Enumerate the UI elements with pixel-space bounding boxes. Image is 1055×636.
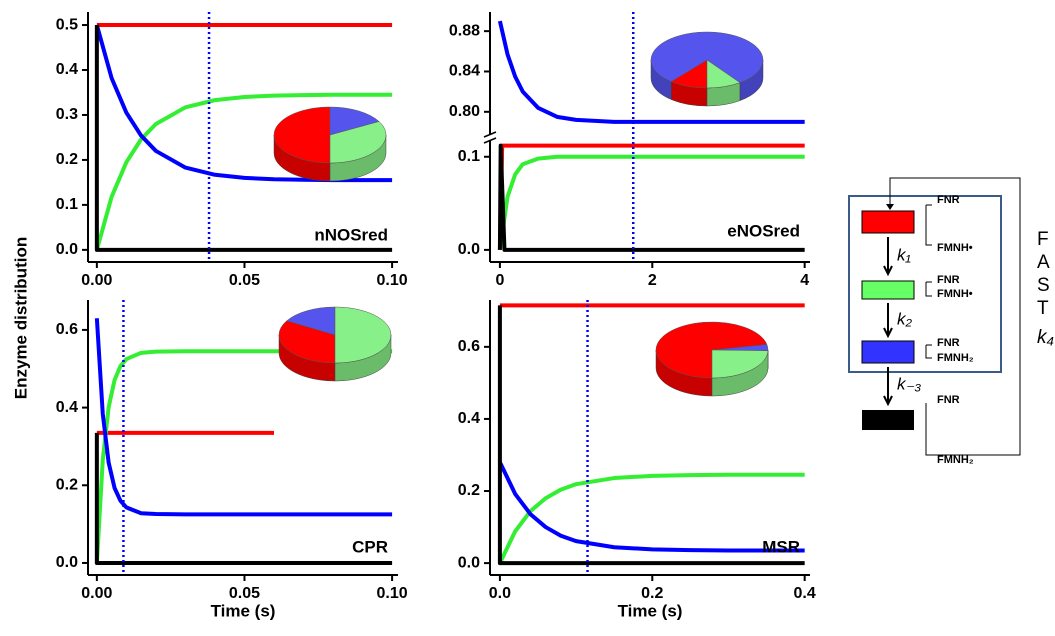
series-line [94, 318, 393, 517]
y-axis-title: Enzyme distribution [11, 237, 30, 399]
y-tick-label: 0.3 [56, 106, 78, 123]
side-text: k₄ [1037, 327, 1054, 348]
pie-slice [711, 349, 769, 379]
panel-label: eNOSred [727, 221, 800, 240]
series-line [498, 472, 805, 564]
x-tick-label: 0.2 [641, 585, 663, 602]
x-tick-label: 0.05 [229, 272, 260, 289]
state-box [861, 210, 915, 234]
pie-slice [286, 306, 336, 336]
series-line [497, 154, 805, 251]
y-tick-label: 0.6 [458, 338, 480, 355]
rate: k₂ [897, 309, 913, 328]
y-tick-label: 0.4 [56, 61, 78, 78]
x-tick-label: 0.0 [489, 585, 511, 602]
x-tick-label: 0.10 [377, 585, 408, 602]
pie-slice [706, 59, 741, 89]
series-line [497, 20, 805, 124]
y-tick-label: 0.0 [458, 554, 480, 571]
y-tick-label: 0.2 [458, 482, 480, 499]
y-tick-label: 0.1 [458, 148, 480, 165]
state-top: FNR [937, 337, 960, 349]
pie-slice [329, 106, 380, 136]
bracket [925, 204, 932, 246]
y-tick-label: 0.0 [56, 241, 78, 258]
state-top: FNR [937, 274, 960, 286]
state-top: FNR [937, 194, 960, 206]
y-tick-label: 0.4 [458, 410, 480, 427]
state-bottom: FMNH• [937, 288, 973, 300]
state-box [861, 280, 915, 300]
side-text: S [1037, 275, 1050, 296]
pie-slice [329, 121, 387, 164]
panel-label: CPR [352, 537, 388, 556]
x-axis-title: Time (s) [211, 601, 276, 620]
pie-slice [273, 106, 331, 164]
x-tick-label: 0 [495, 272, 504, 289]
y-tick-label: 0.0 [458, 241, 480, 258]
arrow [883, 367, 893, 407]
panel-label: MSR [762, 537, 800, 556]
scheme-box [848, 195, 1002, 373]
bracket [925, 281, 932, 297]
x-tick-label: 2 [648, 272, 657, 289]
state-box [862, 410, 914, 430]
pie-slice [650, 31, 764, 83]
state-bottom: FMNH• [937, 242, 973, 254]
feedback-line [889, 177, 1021, 456]
bracket [925, 344, 932, 359]
panel-label: nNOSred [314, 225, 388, 244]
y-tick-label: 0.4 [56, 399, 78, 416]
state-box [861, 340, 915, 364]
y-tick-label: 0.5 [56, 16, 78, 33]
series-line [94, 349, 393, 564]
panel: 0.0 0.1 0.80 0.84 0.88 0 2 4 eNOSred [449, 12, 810, 289]
y-tick-label: 0.1 [56, 196, 78, 213]
series-line [94, 92, 393, 251]
series-line [498, 461, 805, 553]
y-tick-label: 0.2 [56, 151, 78, 168]
panel: 0.0 0.2 0.4 0.6 0.00 0.05 0.10 CPR Time (s) [56, 300, 408, 620]
state-top: FNR [937, 394, 960, 406]
x-tick-label: 0.00 [81, 272, 112, 289]
x-tick-label: 0.10 [377, 272, 408, 289]
series-line [94, 24, 393, 183]
rate: k₋₃ [897, 374, 921, 393]
y-tick-label: 0.88 [449, 22, 480, 39]
pie-slice [655, 321, 768, 379]
pie-slice [278, 320, 336, 364]
x-tick-label: 0.4 [794, 585, 816, 602]
rate: k₁ [897, 245, 911, 264]
side-text: A [1037, 252, 1050, 273]
arrowhead [886, 204, 894, 210]
pie-slice [334, 306, 392, 364]
x-tick-label: 4 [800, 272, 809, 289]
side-text: F [1037, 229, 1049, 250]
axis-break [483, 131, 497, 144]
arrow [883, 237, 893, 277]
scheme: FNR FMNH• FNR FMNH• FNR FMNH₂ FNR FMNH₂ … [848, 177, 1054, 466]
panel: 0.0 0.2 0.4 0.6 0.0 0.2 0.4 MSR Time (s) [458, 300, 816, 620]
y-tick-label: 0.84 [449, 63, 480, 80]
x-axis-title: Time (s) [618, 601, 683, 620]
series-line [497, 143, 805, 252]
x-tick-label: 0.00 [81, 585, 112, 602]
y-tick-label: 0.0 [56, 554, 78, 571]
series-line [94, 432, 393, 565]
panel: 0.0 0.1 0.2 0.3 0.4 0.5 0.00 0.05 0.10 nNOSred [56, 12, 408, 289]
side-text: T [1037, 298, 1049, 319]
arrow [883, 303, 893, 339]
y-tick-label: 0.80 [449, 103, 480, 120]
series-line [497, 305, 805, 566]
series-line [94, 25, 393, 252]
y-tick-label: 0.2 [56, 476, 78, 493]
state-bottom: FMNH₂ [937, 352, 974, 364]
y-tick-label: 0.6 [56, 321, 78, 338]
state-bottom: FMNH₂ [937, 454, 974, 466]
x-tick-label: 0.05 [229, 585, 260, 602]
